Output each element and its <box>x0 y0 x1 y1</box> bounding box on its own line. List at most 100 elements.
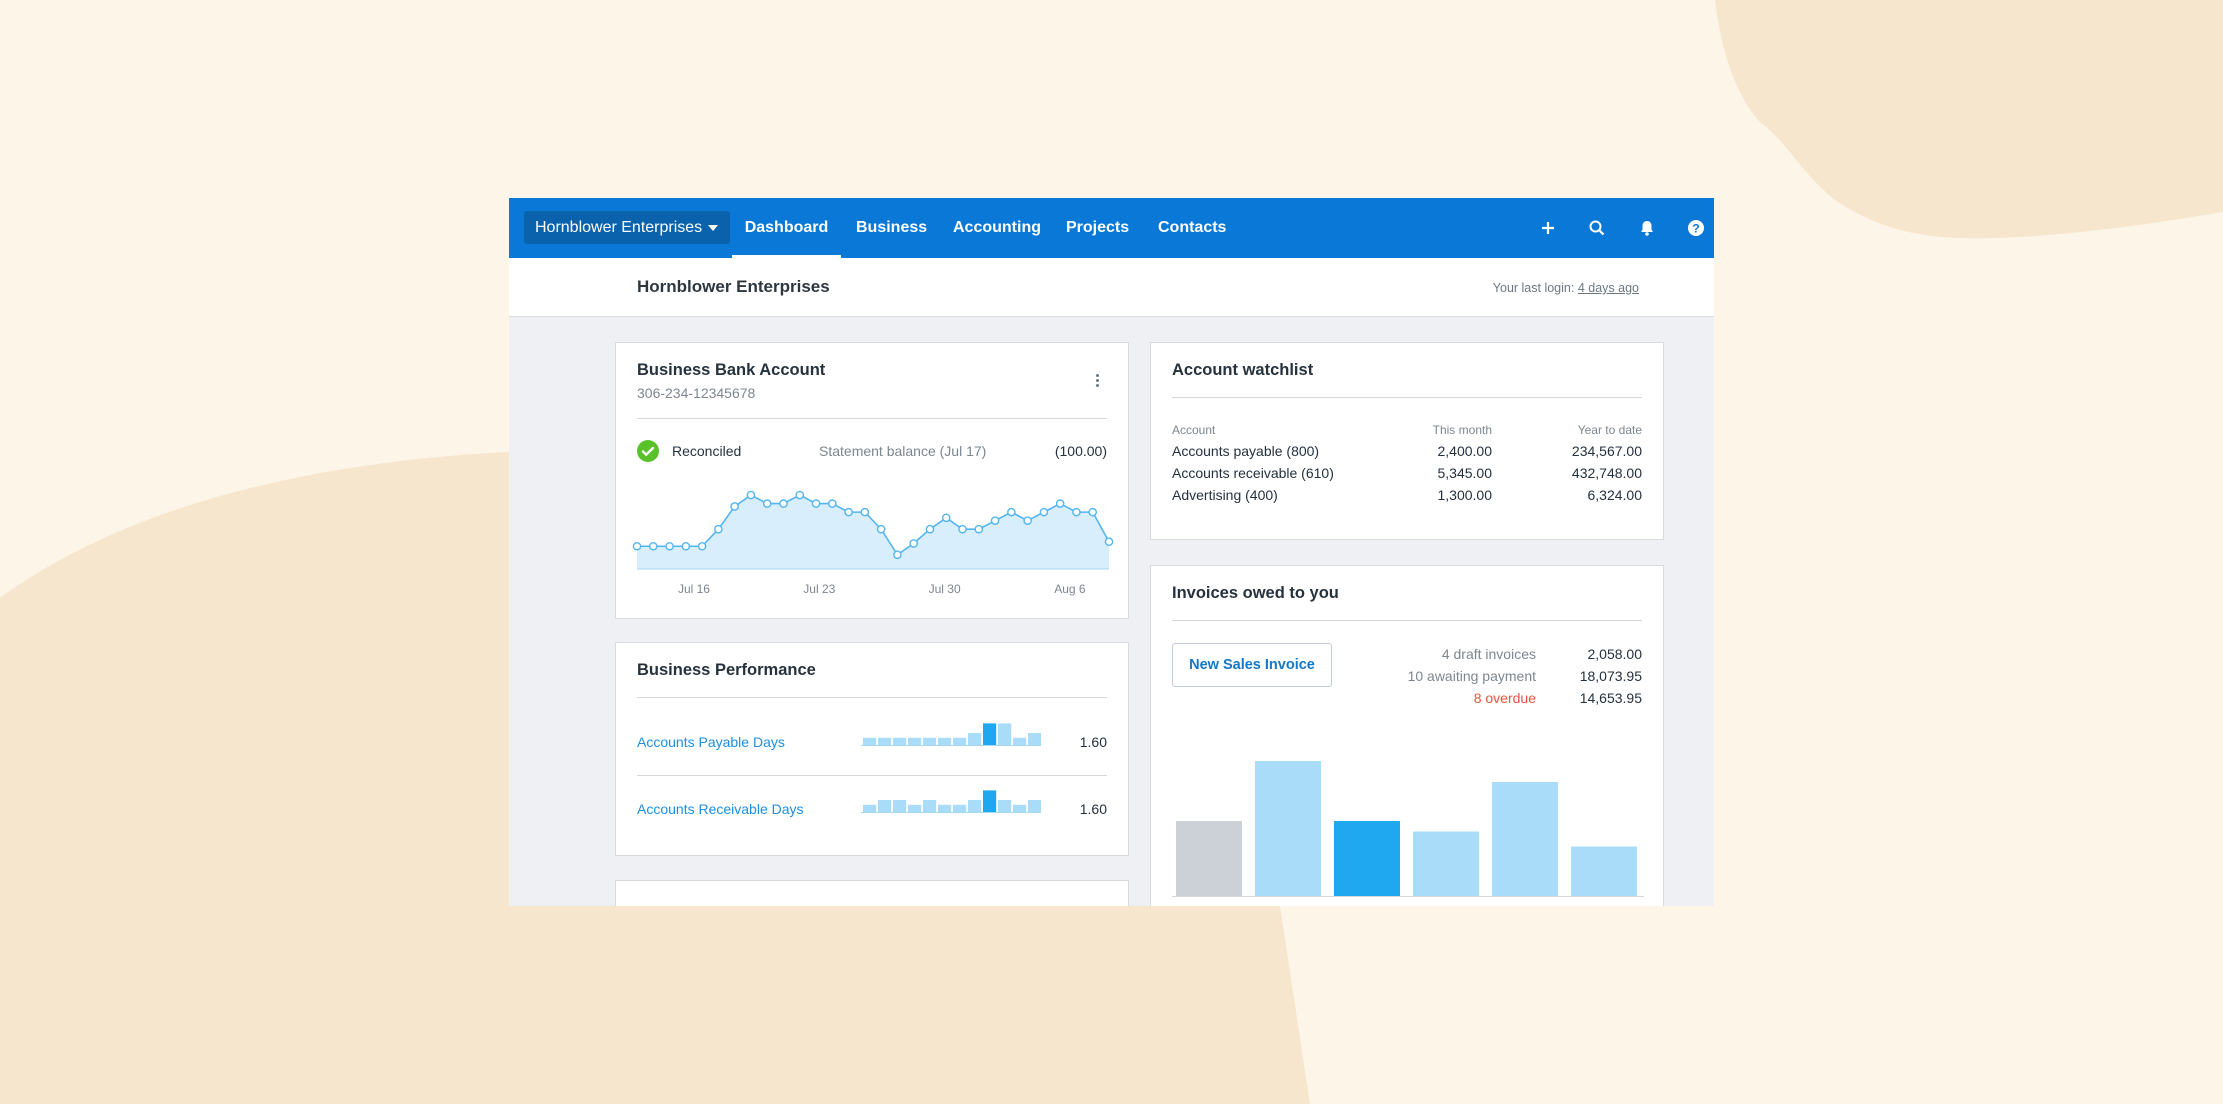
more-options-icon[interactable] <box>1091 372 1103 392</box>
draft-invoices-value: 2,058.00 <box>1587 646 1643 662</box>
check-circle-icon <box>637 440 659 462</box>
balance-point <box>665 541 674 551</box>
sparkline-bar <box>998 723 1012 745</box>
awaiting-payment-link[interactable]: 10 awaiting payment <box>1407 668 1536 684</box>
sparkline-bar <box>878 800 892 812</box>
invoice-bar[interactable] <box>1334 821 1400 896</box>
column-header-account: Account <box>1172 423 1216 437</box>
bg-blob-top-right <box>1715 0 2223 239</box>
balance-point <box>990 516 1000 525</box>
x-tick-label: Jul 30 <box>929 582 961 596</box>
balance-point <box>1072 507 1081 517</box>
watchlist-account-name[interactable]: Advertising (400) <box>1172 487 1278 503</box>
nav-dashboard[interactable]: Dashboard <box>732 198 841 258</box>
bank-account-card: Business Bank Account 306-234-12345678 R… <box>615 342 1129 619</box>
x-tick-label: Aug 6 <box>1054 582 1086 596</box>
balance-point <box>779 499 788 508</box>
performance-card-title[interactable]: Business Performance <box>637 661 816 679</box>
balance-point <box>811 499 821 508</box>
watchlist-card-title[interactable]: Account watchlist <box>1172 361 1314 379</box>
sparkline-bar <box>908 737 922 745</box>
bell-icon[interactable] <box>1637 218 1657 238</box>
balance-area <box>637 495 1109 569</box>
accounts-payable-days-link[interactable]: Accounts Payable Days <box>637 734 785 750</box>
balance-point <box>697 541 707 551</box>
bg-blob-bottom <box>0 906 1310 1104</box>
column-header-this-month: This month <box>1432 423 1492 437</box>
svg-text:?: ? <box>1692 221 1699 235</box>
account-watchlist-card: Account watchlist Account This month Yea… <box>1150 342 1664 540</box>
payable-days-value: 1.60 <box>1079 734 1107 750</box>
help-icon[interactable]: ? <box>1686 218 1706 238</box>
partial-card <box>615 880 1129 906</box>
payable-days-sparkline <box>861 723 1041 746</box>
page-header: Hornblower Enterprises Your last login: … <box>509 258 1714 317</box>
balance-point <box>1055 499 1065 508</box>
balance-point <box>925 524 935 534</box>
balance-point <box>941 513 951 523</box>
sparkline-bar <box>863 737 877 745</box>
sparkline-bar <box>998 800 1012 812</box>
search-icon[interactable] <box>1587 218 1607 238</box>
org-switcher-label: Hornblower Enterprises <box>535 218 703 236</box>
balance-point <box>730 502 739 511</box>
page-title: Hornblower Enterprises <box>637 277 830 296</box>
overdue-link[interactable]: 8 overdue <box>1473 690 1536 706</box>
xero-dashboard-window: Hornblower Enterprises Dashboard Busines… <box>509 198 1714 906</box>
watchlist-account-name[interactable]: Accounts receivable (610) <box>1172 465 1334 481</box>
bank-card-title[interactable]: Business Bank Account <box>637 361 826 379</box>
x-tick-label: Jul 23 <box>803 582 835 596</box>
last-login: Your last login: 4 days ago <box>1493 281 1639 295</box>
overdue-value: 14,653.95 <box>1579 690 1642 706</box>
org-switcher-button[interactable]: Hornblower Enterprises <box>524 211 731 244</box>
sparkline-bar <box>1013 737 1027 745</box>
sparkline-bar <box>938 737 952 745</box>
balance-point <box>860 507 870 517</box>
sparkline-bar <box>968 733 982 745</box>
watchlist-this-month: 1,300.00 <box>1437 487 1493 503</box>
nav-projects[interactable]: Projects <box>1066 219 1130 236</box>
invoices-card-title[interactable]: Invoices owed to you <box>1172 584 1339 602</box>
balance-point <box>632 541 642 551</box>
awaiting-payment-value: 18,073.95 <box>1579 668 1642 684</box>
invoice-bar[interactable] <box>1571 846 1637 897</box>
last-login-link[interactable]: 4 days ago <box>1577 281 1639 295</box>
nav-accounting[interactable]: Accounting <box>953 219 1041 236</box>
sparkline-bar <box>938 804 952 812</box>
sparkline-bar <box>923 800 937 812</box>
statement-balance-value: (100.00) <box>1054 443 1107 459</box>
balance-point <box>1023 516 1032 525</box>
sparkline-bar <box>893 800 907 812</box>
invoice-bar[interactable] <box>1492 782 1558 896</box>
watchlist-this-month: 2,400.00 <box>1437 443 1493 459</box>
watchlist-ytd: 6,324.00 <box>1587 487 1643 503</box>
sparkline-bar <box>863 804 877 812</box>
divider <box>1172 620 1642 621</box>
divider <box>637 697 1107 698</box>
invoice-bar[interactable] <box>1413 831 1479 897</box>
balance-point <box>958 524 967 534</box>
accounts-receivable-days-link[interactable]: Accounts Receivable Days <box>637 801 804 817</box>
balance-point <box>909 539 918 548</box>
sparkline-bar <box>953 804 967 812</box>
balance-point <box>714 524 723 534</box>
invoice-bar[interactable] <box>1255 761 1321 896</box>
nav-contacts[interactable]: Contacts <box>1158 219 1227 236</box>
balance-point <box>844 507 853 517</box>
balance-point <box>681 541 691 551</box>
statement-balance-label: Statement balance (Jul 17) <box>819 443 987 459</box>
balance-point <box>1007 507 1016 517</box>
watchlist-this-month: 5,345.00 <box>1437 465 1493 481</box>
invoice-bar[interactable] <box>1176 821 1242 896</box>
draft-invoices-link[interactable]: 4 draft invoices <box>1441 646 1536 662</box>
balance-point <box>1088 507 1098 517</box>
divider <box>637 418 1107 419</box>
sparkline-bar <box>983 723 997 745</box>
sparkline-bar <box>983 790 997 812</box>
divider <box>1172 397 1642 398</box>
watchlist-account-name[interactable]: Accounts payable (800) <box>1172 443 1320 459</box>
plus-icon[interactable] <box>1538 218 1558 238</box>
new-sales-invoice-button[interactable]: New Sales Invoice <box>1172 643 1332 687</box>
nav-business[interactable]: Business <box>856 219 928 236</box>
